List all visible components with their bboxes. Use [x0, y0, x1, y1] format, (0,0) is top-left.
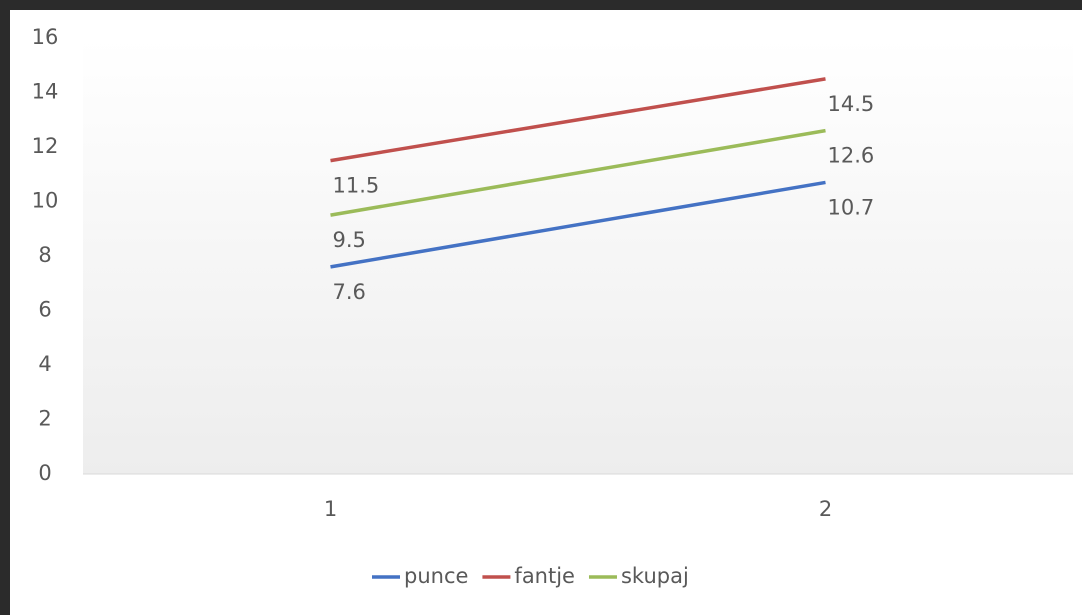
- data-label: 11.5: [333, 174, 380, 198]
- data-label: 9.5: [333, 228, 366, 252]
- line-series: [330, 77, 826, 163]
- legend-label: punce: [404, 564, 468, 588]
- data-label: 10.7: [828, 195, 875, 219]
- y-tick-label: 4: [38, 352, 51, 376]
- y-tick-label: 8: [38, 243, 51, 267]
- x-tick-label: 2: [819, 497, 832, 521]
- data-label: 14.5: [828, 92, 875, 116]
- y-tick-label: 14: [32, 80, 59, 104]
- x-tick-label: 1: [324, 497, 337, 521]
- legend-label: fantje: [514, 564, 575, 588]
- data-label: 12.6: [828, 144, 875, 168]
- y-tick-label: 6: [38, 298, 51, 322]
- y-tick-label: 16: [32, 25, 59, 49]
- plot-area: [83, 38, 1073, 474]
- y-tick-label: 0: [38, 461, 51, 485]
- y-tick-label: 10: [32, 189, 59, 213]
- legend-label: skupaj: [621, 564, 689, 588]
- line-series: [330, 128, 826, 217]
- y-tick-label: 12: [32, 134, 59, 158]
- y-tick-label: 2: [38, 407, 51, 431]
- line-series: [330, 180, 826, 269]
- data-label: 7.6: [333, 280, 366, 304]
